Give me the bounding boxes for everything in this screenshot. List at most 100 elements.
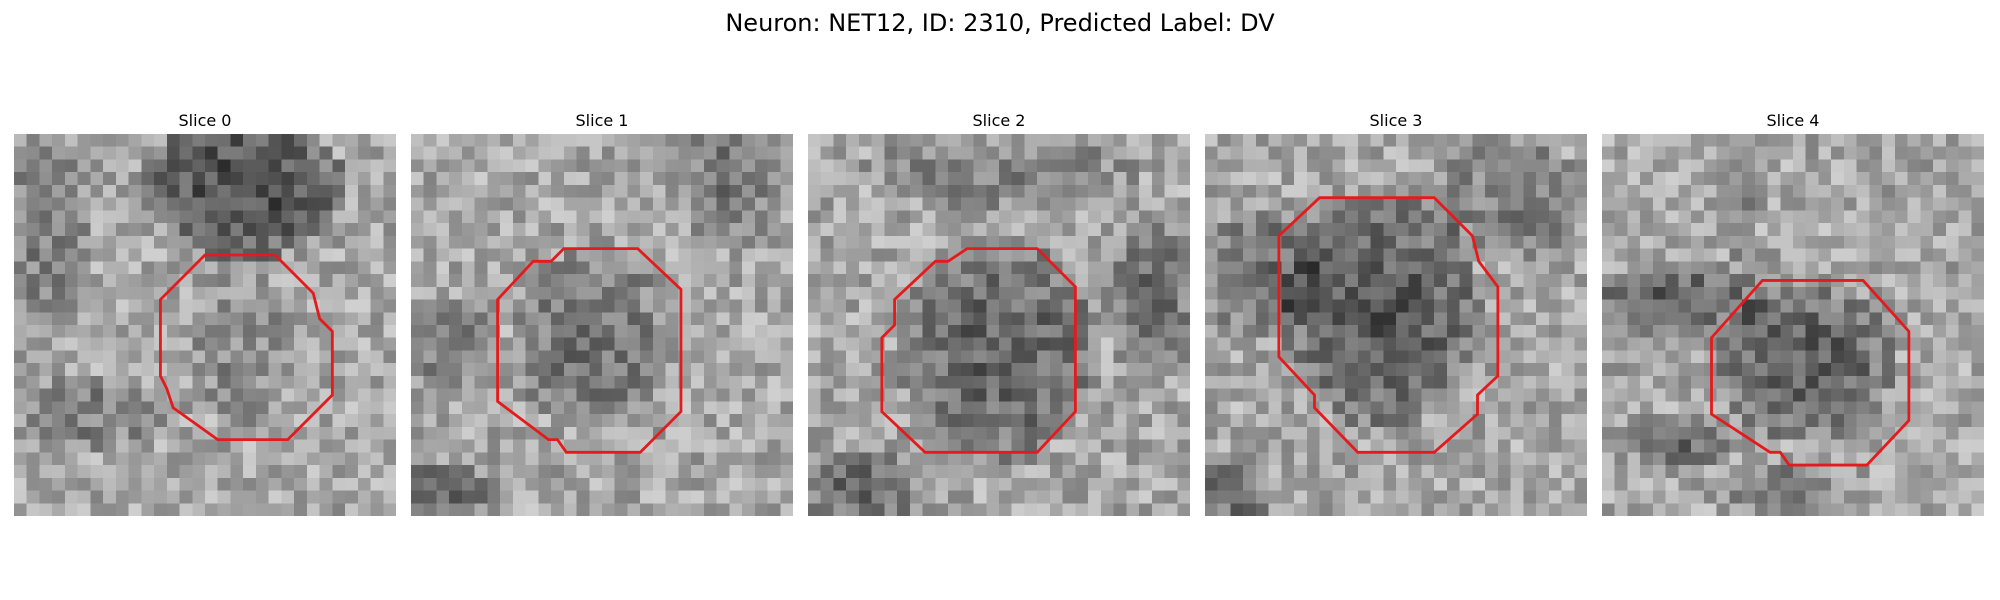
roi-outline [496,247,683,454]
image-pixel [1652,426,1666,440]
image-pixel [345,184,359,198]
image-pixel [1945,388,1959,402]
image-pixel [780,477,793,491]
image-pixel [716,452,730,466]
image-pixel [576,286,590,300]
image-pixel [166,426,180,440]
image-pixel [1933,503,1947,516]
image-pixel [1640,375,1654,389]
image-pixel [281,312,295,326]
image-pixel [103,388,117,402]
image-pixel [474,325,488,338]
image-pixel [602,426,615,440]
image-pixel [1306,134,1320,147]
image-pixel [1856,299,1870,313]
image-pixel [1729,363,1743,377]
image-pixel [1497,337,1511,351]
image-pixel [1933,363,1947,377]
image-pixel [1754,388,1768,402]
image-pixel [678,274,692,288]
image-pixel [1177,465,1190,479]
image-pixel [897,388,911,402]
image-pixel [808,325,821,338]
image-pixel [26,414,40,428]
image-pixel [1742,235,1756,249]
image-pixel [1177,248,1190,262]
image-pixel [1729,503,1743,516]
image-pixel [1370,235,1384,249]
image-pixel [703,184,717,198]
image-pixel [691,172,705,186]
image-pixel [1614,235,1628,249]
image-pixel [1472,159,1486,173]
image-pixel [652,465,666,479]
image-pixel [332,477,346,491]
image-pixel [179,159,193,173]
image-pixel [551,375,565,389]
image-pixel [461,363,475,377]
image-pixel [1716,223,1730,237]
image-pixel [999,375,1012,389]
image-pixel [1100,197,1114,211]
image-pixel [423,210,437,224]
image-pixel [281,490,295,504]
image-pixel [1011,261,1025,275]
image-pixel [742,490,756,504]
image-pixel [436,375,450,389]
image-pixel [26,452,40,466]
image-pixel [1510,312,1524,326]
image-pixel [1177,490,1190,504]
image-pixel [1075,146,1089,160]
image-pixel [1843,477,1857,491]
image-pixel [640,299,654,313]
image-pixel [1255,274,1269,288]
image-pixel [754,159,768,173]
image-pixel [281,235,295,249]
image-pixel [986,490,1000,504]
image-pixel [858,248,872,262]
image-pixel [1536,350,1550,364]
image-pixel [52,197,66,211]
image-pixel [1882,503,1896,516]
image-pixel [1177,363,1190,377]
image-pixel [820,146,834,160]
image-pixel [729,159,743,173]
image-pixel [345,223,359,237]
image-pixel [986,312,1000,326]
image-pixel [1907,235,1921,249]
image-pixel [370,172,384,186]
image-pixel [1742,439,1756,453]
image-pixel [1485,261,1499,275]
image-pixel [1920,274,1934,288]
image-pixel [255,134,269,147]
image-pixel [1548,337,1562,351]
image-pixel [538,197,552,211]
image-pixel [551,503,565,516]
image-pixel [1754,159,1768,173]
image-pixel [1523,350,1537,364]
image-pixel [306,197,320,211]
image-pixel [1255,261,1269,275]
image-pixel [1151,503,1165,516]
image-pixel [1217,197,1231,211]
image-pixel [846,350,860,364]
image-pixel [1319,312,1333,326]
image-pixel [268,439,282,453]
image-pixel [487,210,501,224]
image-pixel [1472,184,1486,198]
image-pixel [77,134,91,147]
image-pixel [1818,325,1832,338]
image-pixel [1024,172,1038,186]
image-pixel [128,503,142,516]
image-pixel [1536,146,1550,160]
image-pixel [1510,465,1524,479]
image-pixel [935,401,949,415]
image-pixel [1703,465,1717,479]
image-pixel [973,159,987,173]
image-pixel [1205,274,1218,288]
image-pixel [1767,286,1781,300]
image-pixel [1177,274,1190,288]
image-pixel [1933,184,1947,198]
image-pixel [922,248,936,262]
image-pixel [1574,235,1587,249]
